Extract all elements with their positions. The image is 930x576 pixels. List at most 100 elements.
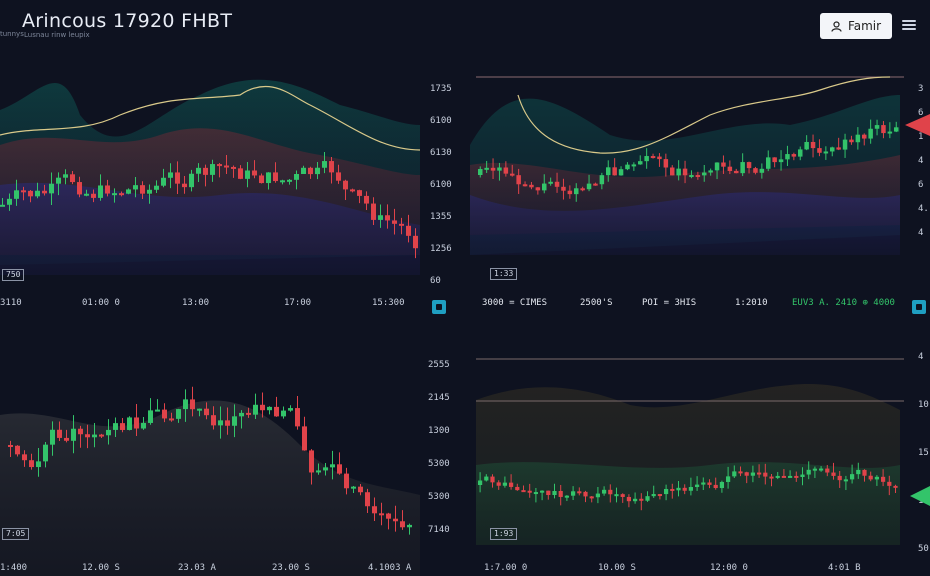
candle	[586, 183, 592, 190]
candle	[105, 185, 110, 194]
y-tick-label: 10	[918, 400, 929, 410]
x-tick-label: 23.00 S	[272, 563, 310, 573]
y-tick-label: 6100	[430, 180, 452, 190]
candle	[274, 406, 279, 417]
candle	[571, 491, 576, 496]
candle	[893, 485, 898, 488]
candle	[593, 183, 598, 186]
candle	[84, 193, 89, 196]
chart-settings-icon[interactable]	[432, 300, 446, 314]
candle	[529, 184, 534, 188]
chart-settings-icon[interactable]	[912, 300, 926, 314]
candle	[217, 164, 222, 167]
candle	[843, 479, 848, 482]
candle	[29, 460, 34, 468]
y-tick-label: 4	[918, 228, 923, 238]
candle	[113, 423, 118, 430]
candle	[490, 476, 495, 483]
candle	[558, 490, 563, 497]
candle	[874, 476, 879, 480]
area-band	[476, 462, 900, 545]
candle	[399, 223, 404, 226]
candle	[99, 434, 104, 437]
candle	[280, 180, 285, 183]
candle	[273, 172, 278, 182]
candle	[785, 154, 790, 160]
candle	[357, 190, 362, 196]
y-tick-label: 2145	[428, 393, 450, 403]
candle	[644, 156, 649, 162]
menu-icon[interactable]	[902, 18, 916, 32]
profile-button[interactable]: Famir	[820, 13, 892, 39]
candle	[22, 454, 27, 461]
candle	[176, 409, 181, 419]
candle	[862, 469, 867, 476]
candle	[0, 204, 5, 207]
candle	[239, 412, 244, 417]
y-tick-label: 1735	[430, 84, 452, 94]
timeframe-badge[interactable]: 750	[2, 269, 25, 281]
timeframe-badge[interactable]: 1:33	[490, 268, 518, 280]
candle	[713, 484, 718, 489]
candle	[315, 167, 320, 175]
candle	[182, 183, 187, 188]
candle	[225, 420, 230, 426]
candle	[371, 203, 376, 220]
candle	[625, 164, 630, 170]
chart-top-left[interactable]: 1735 6100 6130 6100 1355 1256 60 3110 01:00 0 13:…	[0, 55, 470, 315]
app-subtitle: Lusnau rinw leupix	[24, 31, 90, 39]
candle	[70, 174, 75, 183]
candle	[734, 170, 739, 174]
candle	[224, 165, 229, 168]
candle	[218, 420, 223, 426]
candle	[855, 134, 861, 143]
candle	[478, 480, 483, 485]
candle	[120, 423, 125, 430]
candle	[645, 496, 650, 501]
top-bar: tunnys Arincous 17920 FHBT Lusnau rinw l…	[0, 0, 930, 44]
candle	[794, 475, 799, 478]
candle	[245, 170, 250, 179]
candle	[196, 167, 201, 174]
chart-top-right[interactable]: 3 6 1 4 6 4. 4	[470, 55, 930, 295]
candle	[56, 177, 61, 184]
chart-bottom-right[interactable]: 4101515501:7.00 010.00 S12:00 04:01 B	[470, 335, 930, 576]
candle	[71, 428, 76, 441]
legend-item: 2500'S	[580, 298, 613, 308]
candle	[831, 472, 836, 476]
candle	[379, 513, 384, 516]
candle	[78, 428, 83, 435]
candle	[759, 168, 765, 173]
y-tick-label: 4	[918, 156, 923, 166]
y-tick-label: 15	[918, 448, 929, 458]
y-tick-label: 50	[918, 544, 929, 554]
candle	[701, 482, 706, 485]
y-tick-label: 6100	[430, 116, 452, 126]
candle	[35, 190, 40, 197]
candle	[252, 170, 257, 176]
timeframe-badge[interactable]: 1:93	[490, 528, 518, 540]
legend-item: 3000 = CIMES	[482, 298, 548, 308]
candle	[15, 445, 20, 455]
candle	[788, 475, 793, 478]
candle	[294, 173, 299, 180]
candle	[540, 490, 545, 493]
candle	[726, 476, 731, 482]
candle	[308, 167, 313, 175]
legend-item: EUV3 A. 2410 ⊕ 4000	[792, 298, 895, 308]
candle	[126, 189, 131, 194]
candle	[260, 404, 265, 411]
candle	[856, 469, 861, 475]
candle	[266, 172, 271, 184]
chart-bottom-left[interactable]: 2555 2145 1300 5300 5300 7140 1:400 12.00 S 23.0…	[0, 335, 470, 576]
timeframe-badge[interactable]: 7:05	[2, 528, 30, 540]
candle	[161, 177, 166, 186]
candle	[322, 161, 327, 168]
candle	[746, 162, 752, 169]
candle	[400, 521, 405, 528]
candle	[183, 399, 188, 410]
candle	[246, 412, 251, 415]
candle	[688, 487, 693, 491]
candle	[211, 415, 216, 426]
candle	[365, 492, 370, 507]
